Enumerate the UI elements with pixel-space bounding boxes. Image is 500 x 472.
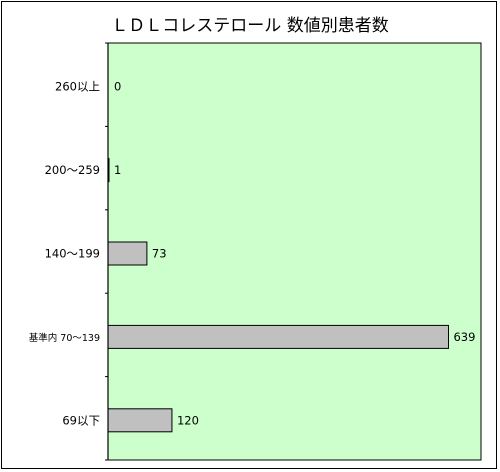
data-label-0: 0 (114, 80, 121, 94)
category-label-1: 200～259 (45, 163, 100, 177)
labels-layer: 0 260以上 1 200～259 73 140～199 639 基準内 70～139 120 6… (29, 80, 476, 428)
data-label-4: 120 (177, 413, 199, 427)
category-label-0: 260以上 (55, 80, 100, 94)
chart-title: ＬＤＬコレステロール 数値別患者数 (111, 16, 388, 36)
bar-2 (107, 241, 148, 266)
axis-layer (105, 42, 109, 461)
bars-layer (107, 158, 449, 433)
category-label-4: 69以下 (62, 413, 100, 427)
data-label-3: 639 (453, 330, 475, 344)
category-label-3: 基準内 70～139 (29, 332, 100, 344)
category-label-2: 140～199 (45, 247, 100, 261)
bar-4 (107, 408, 173, 433)
bar-3 (107, 324, 449, 349)
data-label-2: 73 (152, 247, 167, 261)
plot-area (107, 42, 482, 461)
data-label-1: 1 (114, 163, 121, 177)
